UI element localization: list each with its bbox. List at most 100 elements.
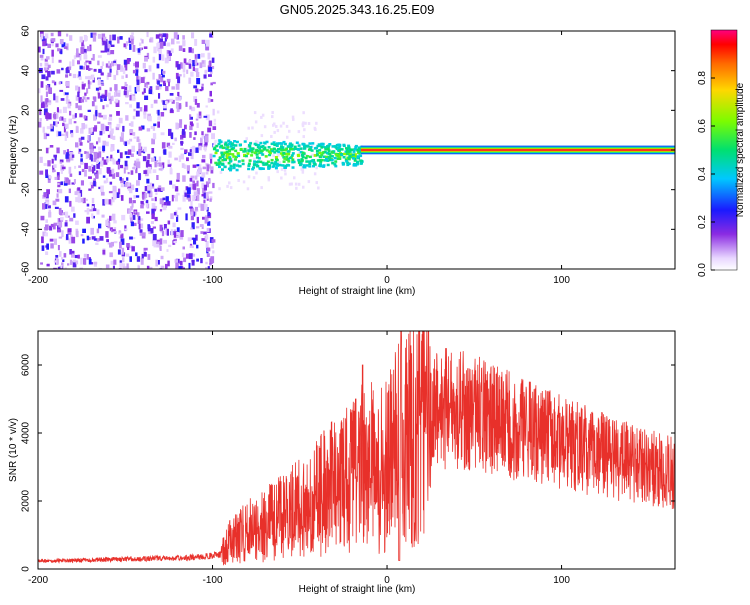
spectrogram-cell: [320, 146, 324, 149]
spectrogram-cell: [80, 180, 84, 186]
spectrogram-cell: [228, 141, 232, 144]
spectrogram-cell: [359, 149, 363, 153]
spectrogram-cell: [61, 166, 66, 170]
spectrogram-cell: [227, 142, 231, 146]
spectrogram-cell: [142, 194, 145, 200]
spectrogram-cell: [228, 152, 232, 156]
spectrogram-cell: [251, 126, 254, 130]
spectrogram-cell: [52, 165, 55, 173]
spectrogram-cell: [79, 113, 83, 118]
spectrogram-cell: [242, 150, 246, 153]
spectrogram-cell: [92, 208, 97, 212]
spectrogram-cell: [358, 147, 362, 150]
spectrogram-cell: [103, 180, 107, 184]
spectrogram-cell: [104, 198, 108, 205]
x-tick-label: -100: [203, 575, 223, 586]
spectrogram-cell: [205, 261, 208, 265]
spectrogram-cell: [95, 110, 98, 117]
spectrogram-cell: [255, 160, 259, 164]
spectrogram-cell: [197, 195, 200, 202]
spectrogram-cell: [140, 204, 144, 209]
spectrogram-cell: [131, 203, 134, 208]
spectrogram-cell: [146, 178, 150, 184]
spectrogram-cell: [162, 197, 166, 201]
spectrogram-cell: [177, 91, 180, 97]
spectrogram-cell: [327, 149, 331, 152]
spectrogram-cell: [193, 137, 196, 140]
spectrogram-cell: [120, 132, 124, 138]
spectrogram-cell: [138, 216, 141, 220]
spectrogram-cell: [103, 36, 107, 42]
spectrogram-cell: [44, 43, 48, 46]
spectrogram-cell: [88, 236, 91, 240]
spectrogram-cell: [59, 39, 64, 45]
spectrogram-cell: [194, 210, 197, 216]
spectrogram-cell: [248, 145, 252, 148]
spectrogram-cell: [160, 35, 164, 38]
spectrogram-cell: [62, 122, 65, 127]
spectrogram-cell: [308, 155, 312, 159]
spectrogram-cell: [189, 132, 192, 138]
spectrogram-cell: [185, 62, 189, 65]
spectrogram-cell: [311, 159, 315, 162]
spectrogram-cell: [112, 34, 116, 41]
spectrogram-cell: [241, 159, 245, 162]
spectrogram-cell: [74, 165, 77, 169]
x-tick-label: 100: [553, 575, 570, 586]
spectrogram-cell: [204, 69, 208, 74]
spectrogram-cell: [283, 168, 287, 172]
spectrogram-cell: [143, 108, 147, 116]
spectrogram-cell: [284, 172, 287, 176]
spectrogram-cell: [196, 103, 200, 108]
spectrogram-cell: [112, 265, 115, 269]
spectrogram-cell: [108, 117, 113, 121]
spectrogram-cell: [110, 128, 114, 134]
spectrogram-cell: [256, 145, 260, 149]
spectrogram-cell: [188, 60, 192, 64]
spectrogram-cell: [95, 173, 98, 179]
spectrogram-cell: [182, 194, 186, 202]
spectrogram-cell: [91, 74, 95, 81]
spectrogram-cell: [61, 230, 64, 238]
spectrogram-cell: [91, 101, 95, 107]
spectrogram-cell: [194, 196, 197, 199]
spectrogram-cell: [292, 117, 295, 121]
spectrogram-cell: [271, 115, 274, 119]
spectrogram-cell: [135, 69, 139, 76]
spectrogram-cell: [342, 162, 346, 166]
spectrogram-cell: [77, 193, 81, 200]
spectrogram-cell: [109, 34, 112, 41]
spectrogram-cell: [134, 160, 138, 167]
spectrogram-cell: [299, 162, 303, 165]
spectrogram-cell: [291, 152, 295, 155]
spectrogram-cell: [248, 159, 252, 162]
spectrogram-cell: [313, 126, 317, 130]
spectrogram-cell: [106, 167, 111, 173]
spectrogram-cell: [59, 117, 62, 121]
spectrogram-cell: [320, 158, 324, 162]
spectrogram-cell: [290, 154, 294, 157]
spectrogram-cell: [169, 98, 173, 102]
spectrogram-y-axis-label: Frequency (Hz): [8, 116, 19, 185]
spectrogram-cell: [182, 68, 186, 73]
spectrogram-cell: [105, 126, 109, 132]
spectrogram-cell: [42, 40, 46, 47]
spectrogram-cell: [171, 99, 175, 104]
spectrogram-cell: [196, 122, 199, 128]
spectrogram-cell: [115, 98, 119, 103]
spectrogram-cell: [82, 238, 85, 244]
spectrogram-cell: [63, 126, 66, 133]
spectrogram-cell: [269, 148, 273, 151]
spectrogram-cell: [124, 151, 128, 155]
spectrogram-cell: [280, 176, 283, 180]
spectrogram-cell: [127, 183, 130, 187]
spectrogram-cell: [46, 56, 50, 60]
spectrogram-cell: [191, 237, 195, 240]
spectrogram-cell: [116, 64, 121, 70]
spectrogram-cell: [183, 257, 187, 263]
spectrogram-cell: [351, 153, 355, 156]
spectrogram-cell: [263, 142, 267, 145]
spectrogram-cell: [45, 112, 49, 119]
spectrogram-cell: [317, 186, 320, 190]
